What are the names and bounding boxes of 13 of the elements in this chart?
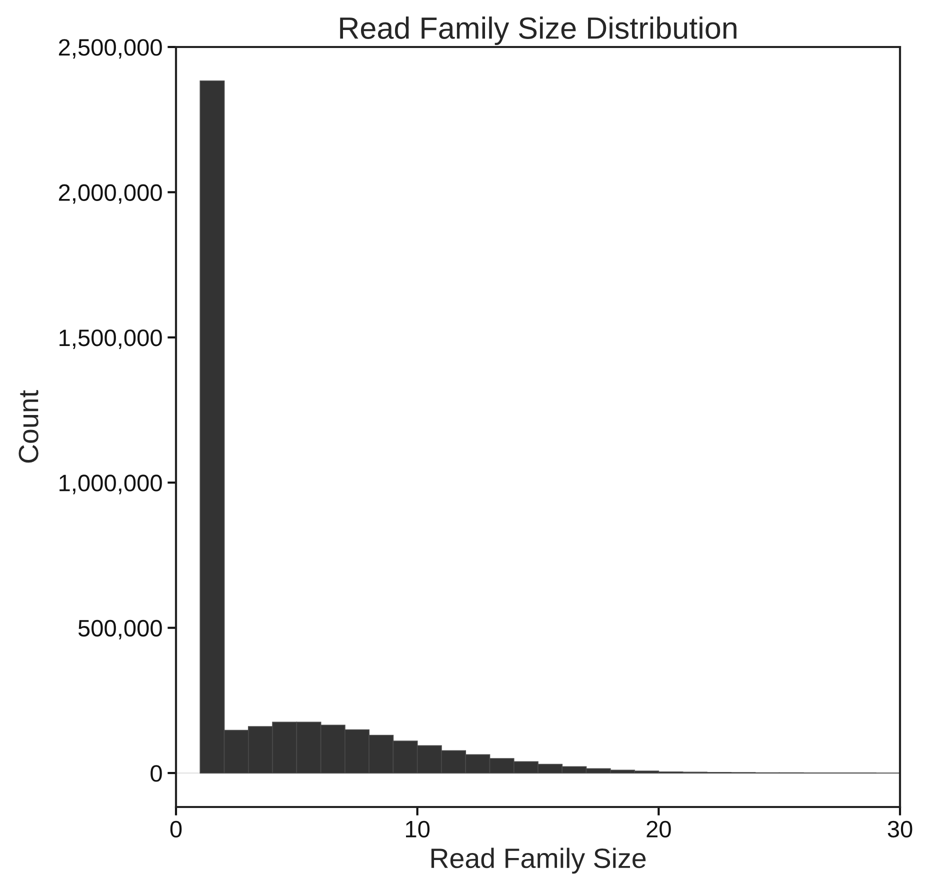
y-axis-title: Count — [18, 390, 38, 463]
y-tick-label: 1,000,000 — [60, 474, 162, 494]
y-tick-label: 1,500,000 — [60, 329, 162, 349]
y-tick-label: 500,000 — [78, 620, 162, 640]
x-tick-label: 30 — [888, 820, 912, 838]
x-tick-label: 20 — [646, 820, 671, 838]
y-tick-label: 0 — [150, 765, 162, 782]
x-tick-label: 10 — [406, 820, 430, 838]
y-tick-label: 2,500,000 — [58, 39, 162, 59]
x-tick-label: 0 — [170, 820, 182, 838]
chart-title: Read Family Size Distribution — [340, 16, 736, 46]
x-axis-title: Read Family Size — [431, 848, 646, 874]
y-tick-label: 2,000,000 — [58, 184, 162, 204]
